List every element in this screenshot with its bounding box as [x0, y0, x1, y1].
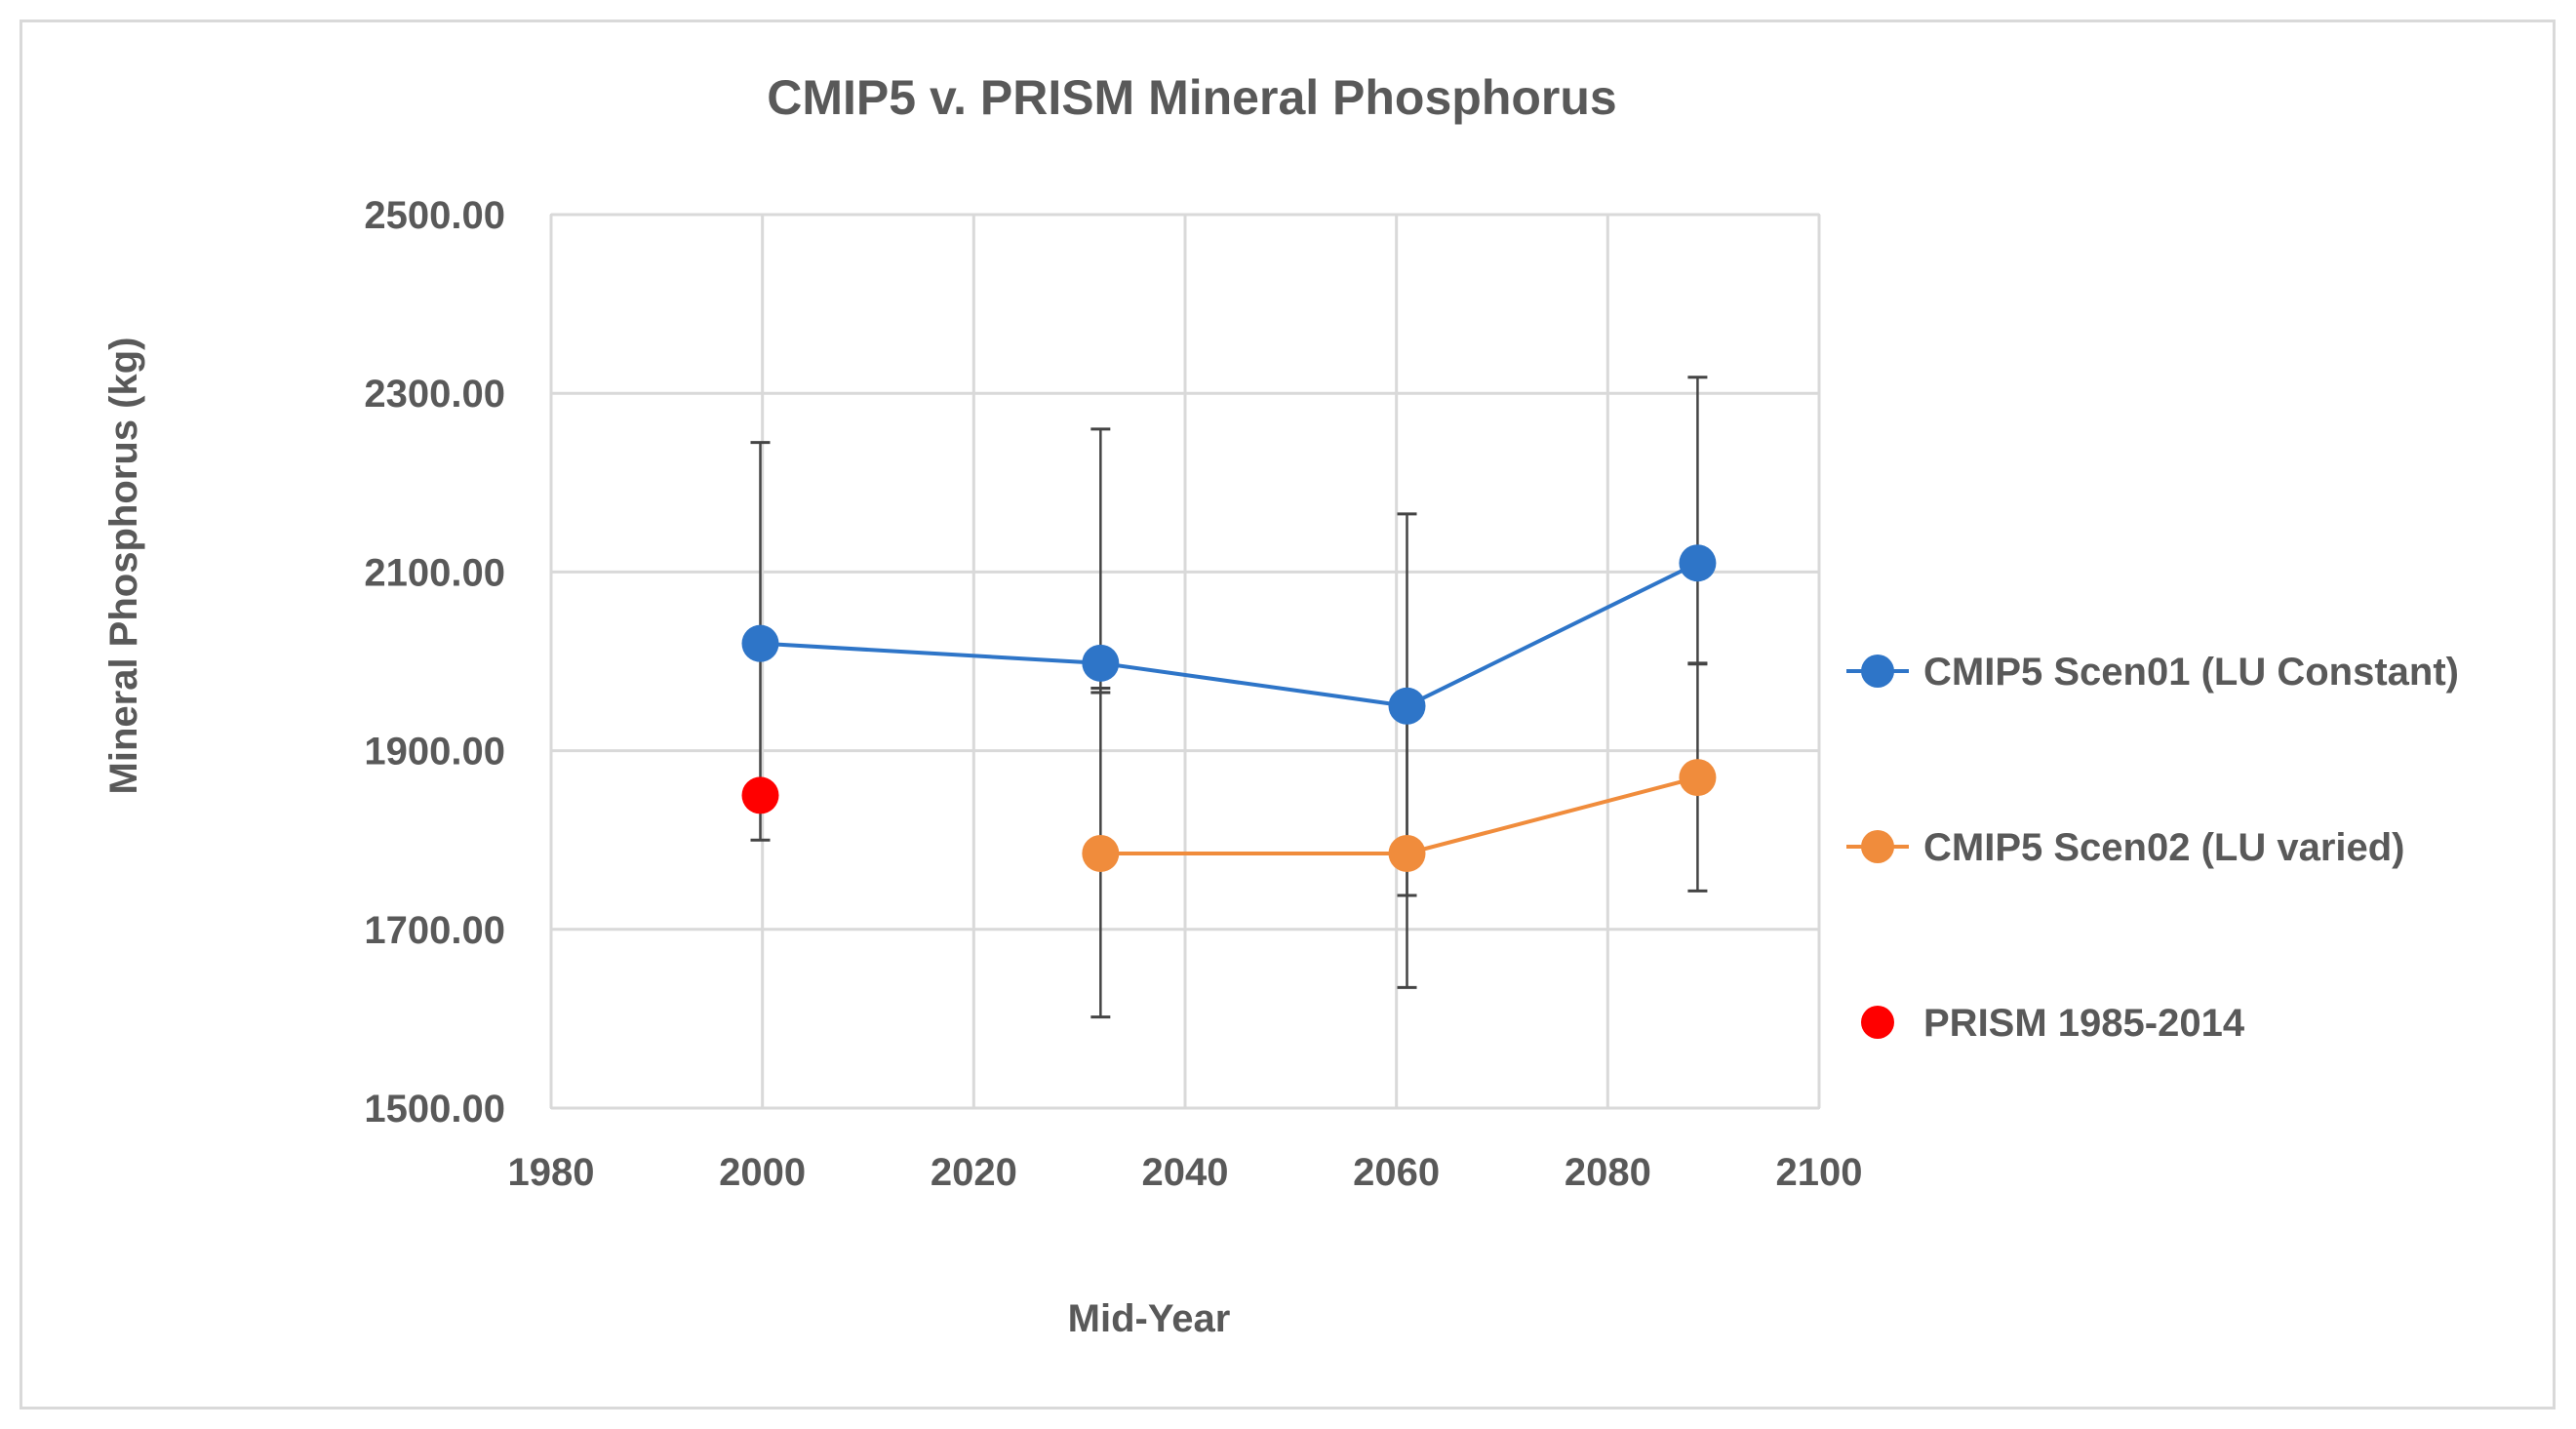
x-tick-label: 1980 [508, 1151, 595, 1194]
data-point [741, 776, 779, 814]
data-point [1388, 834, 1426, 872]
data-point [1679, 544, 1717, 582]
x-tick-label: 2040 [1142, 1151, 1229, 1194]
x-tick-label: 2080 [1565, 1151, 1651, 1194]
y-tick-label: 1500.00 [364, 1088, 505, 1131]
legend-marker [1861, 1006, 1894, 1039]
chart-frame [20, 20, 2556, 1409]
plot-area-border [550, 214, 1820, 1109]
data-point [741, 624, 779, 662]
legend-marker [1861, 830, 1894, 863]
x-tick-label: 2020 [931, 1151, 1017, 1194]
data-point [1082, 644, 1120, 682]
y-tick-label: 1900.00 [364, 731, 505, 774]
legend-marker [1861, 655, 1894, 688]
series-line [760, 561, 1699, 708]
x-axis-ticks: 1980 2000 2020 2040 2060 2080 2100 [508, 1151, 1863, 1194]
data-point [1388, 687, 1426, 725]
x-axis-label: Mid-Year [1068, 1297, 1231, 1340]
y-tick-label: 2300.00 [364, 373, 505, 416]
y-tick-label: 2100.00 [364, 551, 505, 594]
series-lines [760, 561, 1699, 855]
y-axis-label: Mineral Phosphorus (kg) [102, 337, 145, 795]
legend-label: PRISM 1985-2014 [1923, 1002, 2245, 1045]
legend-label: CMIP5 Scen01 (LU Constant) [1923, 651, 2459, 694]
y-tick-label: 2500.00 [364, 194, 505, 237]
y-axis-ticks: 1500.00 1700.00 1900.00 2100.00 2300.00 2500.… [364, 194, 505, 1131]
error-bars [750, 376, 1708, 1019]
x-tick-label: 2000 [719, 1151, 806, 1194]
legend: CMIP5 Scen01 (LU Constant) CMIP5 Scen02 (… [1846, 651, 2459, 1045]
legend-label: CMIP5 Scen02 (LU varied) [1923, 826, 2405, 869]
data-point [1082, 834, 1120, 872]
x-tick-label: 2060 [1353, 1151, 1440, 1194]
data-point [1679, 759, 1717, 797]
y-tick-label: 1700.00 [364, 909, 505, 952]
grid [549, 213, 1821, 1110]
chart-title: CMIP5 v. PRISM Mineral Phosphorus [767, 70, 1616, 125]
series-points [741, 544, 1717, 872]
x-tick-label: 2100 [1776, 1151, 1863, 1194]
